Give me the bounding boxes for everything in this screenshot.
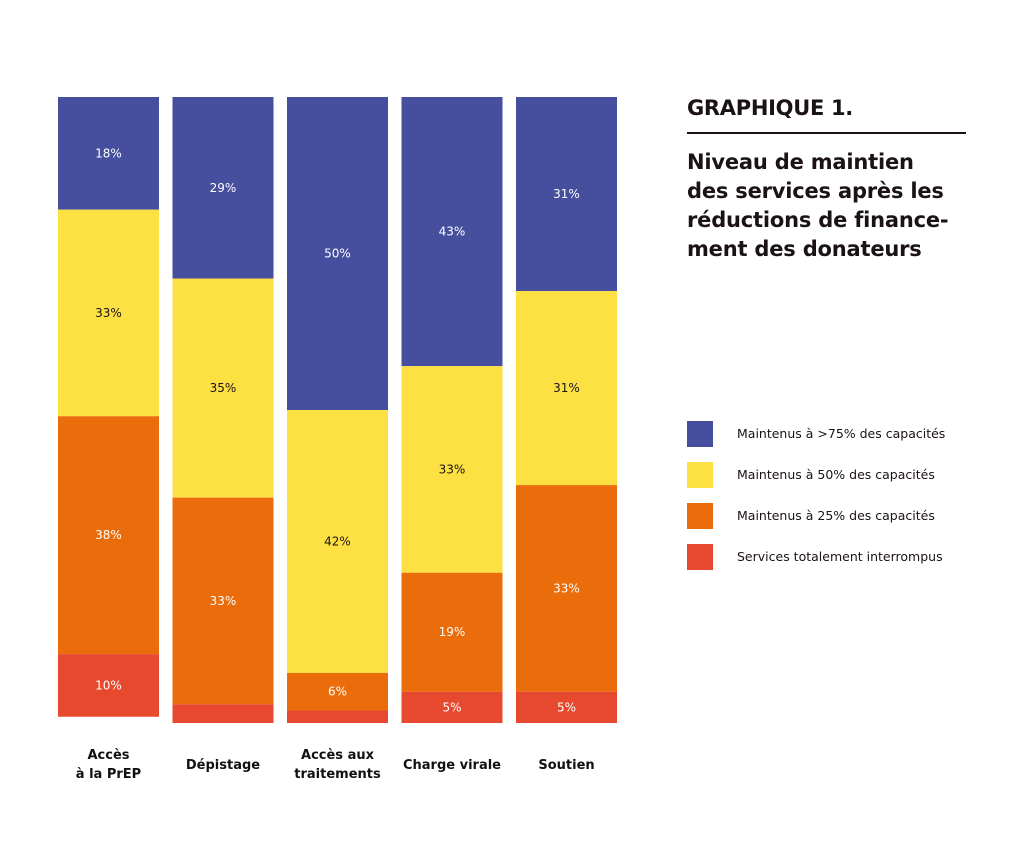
data-label: 31%: [553, 381, 580, 395]
data-label: 31%: [553, 187, 580, 201]
legend-label: Maintenus à >75% des capacités: [737, 426, 946, 441]
data-label: 5%: [442, 700, 461, 714]
data-label: 6%: [328, 685, 347, 699]
legend-item: Services totalement interrompus: [687, 543, 945, 570]
bar-segment: [58, 654, 159, 717]
category-label: Dépistage: [186, 758, 260, 773]
bar-segment: [172, 704, 274, 723]
data-label: 19%: [439, 625, 466, 639]
category-label: traitements: [294, 767, 381, 782]
bar-segment: [58, 416, 159, 655]
legend-item: Maintenus à 25% des capacités: [687, 502, 945, 529]
bar-segment: [287, 97, 388, 410]
category-label: Charge virale: [403, 758, 501, 773]
bar-segment: [516, 97, 617, 292]
legend-swatch: [687, 543, 713, 570]
legend-item: Maintenus à 50% des capacités: [687, 461, 945, 488]
legend-label: Services totalement interrompus: [737, 549, 943, 564]
legend-swatch: [687, 420, 713, 447]
data-label: 18%: [95, 146, 122, 160]
chart-title-line: réductions de finance-: [687, 208, 949, 232]
chart-title-line: Niveau de maintien: [687, 150, 914, 174]
data-label: 33%: [95, 306, 122, 320]
legend-swatch: [687, 461, 713, 488]
legend-swatch: [687, 502, 713, 529]
data-label: 33%: [439, 462, 466, 476]
bar-segment: [287, 710, 388, 723]
bar-segment: [58, 209, 159, 417]
bar-segment: [401, 97, 503, 367]
bar-segment: [172, 278, 274, 498]
bar-segment: [287, 672, 388, 711]
legend: Maintenus à >75% des capacités Maintenus…: [687, 420, 946, 585]
data-label: 10%: [95, 678, 122, 692]
bar-segment: [172, 97, 274, 279]
data-label: 33%: [210, 594, 237, 608]
category-label: à la PrEP: [76, 767, 141, 782]
bar-segment: [287, 410, 388, 673]
data-label: 33%: [553, 581, 580, 595]
data-label: 43%: [439, 225, 466, 239]
legend-label: Maintenus à 25% des capacités: [737, 508, 935, 523]
legend-item: Maintenus à >75% des capacités: [687, 420, 946, 447]
data-label: 38%: [95, 528, 122, 542]
chart-title-line: ment des donateurs: [687, 237, 922, 261]
chart-title-line: des services après les: [687, 179, 944, 203]
data-label: 42%: [324, 534, 351, 548]
data-label: 50%: [324, 247, 351, 261]
bar-segment: [401, 572, 503, 692]
title-divider: [687, 132, 966, 134]
bar-segment: [516, 485, 617, 692]
category-label: Accès: [87, 748, 129, 763]
graph-number: GRAPHIQUE 1.: [687, 96, 853, 120]
category-label: Accès aux: [301, 748, 375, 763]
bar-segment: [401, 691, 503, 723]
bar-segment: [401, 366, 503, 573]
data-label: 5%: [557, 700, 576, 714]
category-label: Soutien: [538, 758, 594, 773]
data-label: 29%: [210, 181, 237, 195]
bar-segment: [516, 291, 617, 486]
data-label: 35%: [210, 381, 237, 395]
title-block: GRAPHIQUE 1. Niveau de maintien des serv…: [687, 96, 967, 264]
bar-segment: [172, 497, 274, 705]
legend-label: Maintenus à 50% des capacités: [737, 467, 935, 482]
bar-segment: [58, 97, 159, 210]
chart-title: Niveau de maintien des services après le…: [687, 148, 967, 264]
bar-segment: [516, 691, 617, 723]
